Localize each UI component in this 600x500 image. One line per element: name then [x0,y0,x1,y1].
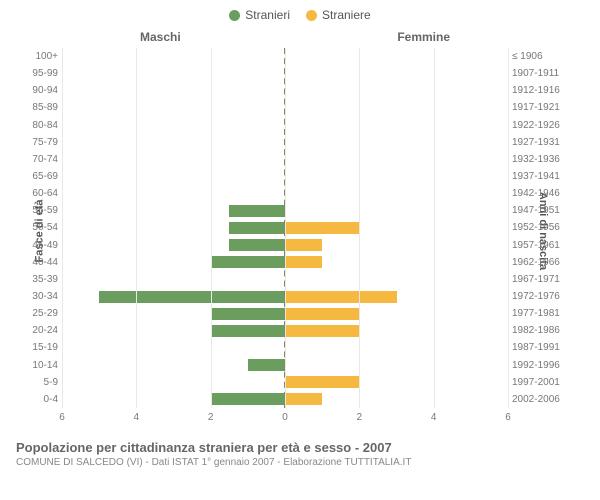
bar-male [211,393,285,405]
birth-label: 1932-1936 [512,154,580,165]
bar-male [99,291,285,303]
birth-label: 1982-1986 [512,325,580,336]
birth-label: 1907-1911 [512,68,580,79]
birth-label: 1927-1931 [512,137,580,148]
birth-label: 1987-1991 [512,342,580,353]
caption: Popolazione per cittadinanza straniera p… [0,436,600,468]
age-label: 30-34 [18,291,58,302]
gridline [508,48,509,408]
bar-male [211,308,285,320]
age-label: 85-89 [18,102,58,113]
age-label: 40-44 [18,257,58,268]
age-label: 25-29 [18,308,58,319]
x-tick: 4 [134,412,140,423]
bar-male [211,256,285,268]
gridline [62,48,63,408]
legend-item-male: Stranieri [229,8,290,22]
birth-label: 1952-1956 [512,222,580,233]
x-axis: 6 4 2 0 2 4 6 [62,412,508,428]
birth-label: 1937-1941 [512,171,580,182]
bar-female [285,325,359,337]
birth-label: 1967-1971 [512,274,580,285]
age-label: 10-14 [18,360,58,371]
bar-male [248,359,285,371]
bar-female [285,393,322,405]
bar-male [229,239,285,251]
birth-label: 1942-1946 [512,188,580,199]
birth-label: 1997-2001 [512,377,580,388]
age-label: 65-69 [18,171,58,182]
x-tick: 2 [208,412,214,423]
birth-label: 2002-2006 [512,394,580,405]
gridline [211,48,212,408]
x-tick: 0 [282,412,288,423]
age-label: 45-49 [18,240,58,251]
age-label: 50-54 [18,222,58,233]
chart: Maschi Femmine Fasce di età Anni di nasc… [20,26,580,436]
age-label: 80-84 [18,120,58,131]
age-label: 90-94 [18,85,58,96]
birth-label: 1972-1976 [512,291,580,302]
age-label: 35-39 [18,274,58,285]
bar-female [285,376,359,388]
birth-label: 1917-1921 [512,102,580,113]
legend-dot-male [229,10,240,21]
birth-label: 1962-1966 [512,257,580,268]
plot-area: 100+≤ 190695-991907-191190-941912-191685… [62,48,508,408]
legend-item-female: Straniere [306,8,371,22]
age-label: 70-74 [18,154,58,165]
age-label: 20-24 [18,325,58,336]
age-label: 60-64 [18,188,58,199]
gridline [136,48,137,408]
caption-title: Popolazione per cittadinanza straniera p… [16,440,584,455]
birth-label: ≤ 1906 [512,51,580,62]
legend-dot-female [306,10,317,21]
birth-label: 1957-1961 [512,240,580,251]
birth-label: 1947-1951 [512,205,580,216]
bar-female [285,291,397,303]
bar-female [285,308,359,320]
age-label: 5-9 [18,377,58,388]
legend-label-male: Stranieri [245,8,290,22]
bar-female [285,222,359,234]
gridline [434,48,435,408]
bar-male [229,222,285,234]
age-label: 0-4 [18,394,58,405]
birth-label: 1912-1916 [512,85,580,96]
bar-female [285,256,322,268]
legend-label-female: Straniere [322,8,371,22]
x-tick: 6 [59,412,65,423]
x-tick: 6 [505,412,511,423]
legend: Stranieri Straniere [0,0,600,26]
birth-label: 1922-1926 [512,120,580,131]
age-label: 100+ [18,51,58,62]
bar-male [229,205,285,217]
x-tick: 2 [357,412,363,423]
x-tick: 4 [431,412,437,423]
side-title-female: Femmine [397,30,450,44]
age-label: 55-59 [18,205,58,216]
age-label: 15-19 [18,342,58,353]
bar-female [285,239,322,251]
birth-label: 1992-1996 [512,360,580,371]
side-title-male: Maschi [140,30,181,44]
bar-male [211,325,285,337]
age-label: 95-99 [18,68,58,79]
age-label: 75-79 [18,137,58,148]
caption-subtitle: COMUNE DI SALCEDO (VI) - Dati ISTAT 1° g… [16,457,584,468]
birth-label: 1977-1981 [512,308,580,319]
gridline [285,48,286,408]
gridline [359,48,360,408]
